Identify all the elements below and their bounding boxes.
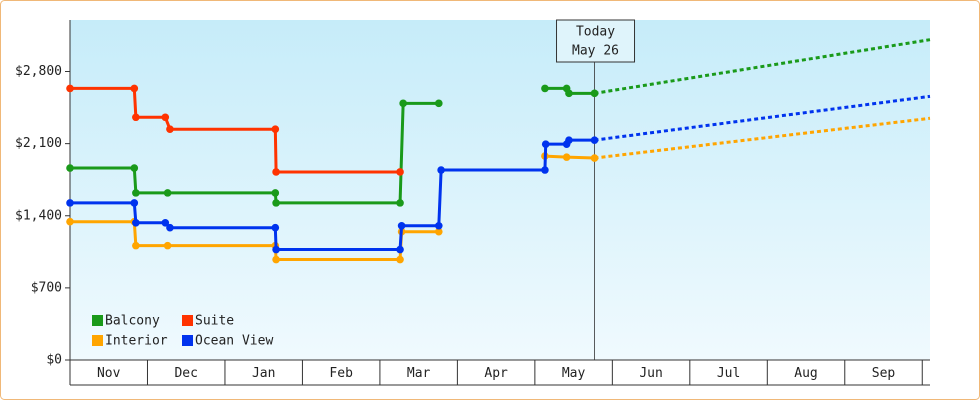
x-tick-label: May — [562, 366, 586, 381]
point — [272, 255, 280, 264]
x-tick-label: Dec — [174, 366, 197, 381]
point — [272, 168, 280, 176]
point — [66, 199, 74, 207]
y-tick-label: $2,800 — [15, 64, 62, 79]
point — [399, 99, 407, 108]
point — [271, 189, 280, 197]
series-line — [70, 138, 595, 252]
today-label: Today — [576, 25, 615, 40]
series-line — [70, 86, 401, 174]
point — [132, 113, 140, 122]
point — [271, 125, 280, 134]
x-tick-label: Jan — [252, 366, 275, 381]
point — [396, 245, 404, 254]
forecast-line — [594, 116, 931, 160]
legend-label: Balcony — [105, 314, 160, 329]
legend-swatch — [92, 315, 103, 326]
forecast-line — [594, 38, 931, 95]
x-tick-label: Jun — [639, 366, 662, 381]
point — [272, 199, 280, 207]
x-tick-label: Aug — [794, 366, 817, 381]
y-tick-label: $1,400 — [15, 208, 62, 223]
x-tick-label: Apr — [484, 366, 508, 381]
point — [541, 166, 549, 174]
x-tick-label: Mar — [407, 366, 431, 381]
point — [396, 255, 404, 264]
point — [163, 241, 172, 250]
layer: $0 $700 $1,400 $2,100 $2,800 Nov Dec Jan Feb Mar A… — [15, 19, 931, 386]
today-box — [556, 19, 636, 63]
point — [130, 164, 139, 172]
point — [541, 140, 550, 148]
point — [565, 89, 573, 98]
x-tick-label: Sep — [872, 366, 896, 381]
point — [132, 189, 140, 197]
point — [565, 136, 573, 144]
point — [272, 245, 280, 254]
legend-swatch — [92, 335, 103, 346]
point — [434, 221, 443, 230]
legend-swatch — [182, 315, 193, 326]
point — [163, 189, 172, 197]
point — [66, 164, 74, 172]
point — [397, 221, 406, 230]
legend-label: Suite — [195, 314, 234, 329]
plot-area — [70, 20, 930, 360]
x-tick-label: Jul — [717, 366, 740, 381]
point — [130, 84, 139, 93]
point — [437, 166, 445, 174]
point — [271, 223, 280, 232]
legend-label: Interior — [105, 334, 168, 349]
point — [541, 84, 549, 93]
point — [166, 223, 174, 232]
point — [161, 218, 170, 227]
y-tick-label: $2,100 — [15, 136, 62, 151]
point — [130, 199, 139, 207]
today-label: May 26 — [572, 44, 619, 59]
legend-swatch — [182, 335, 193, 346]
point — [396, 168, 404, 176]
point — [161, 113, 170, 122]
x-tick-label: Feb — [329, 366, 353, 381]
point — [434, 99, 443, 108]
point — [434, 227, 443, 236]
y-tick-label: $0 — [46, 353, 62, 368]
legend-label: Ocean View — [195, 334, 273, 349]
point — [562, 153, 571, 161]
y-tick-label: $700 — [31, 280, 62, 295]
point — [132, 241, 140, 250]
x-tick-label: Nov — [97, 366, 121, 381]
point — [66, 217, 74, 226]
point — [66, 84, 74, 93]
forecast-line — [594, 94, 931, 142]
point — [132, 218, 140, 227]
point — [396, 199, 404, 207]
point — [166, 125, 174, 134]
